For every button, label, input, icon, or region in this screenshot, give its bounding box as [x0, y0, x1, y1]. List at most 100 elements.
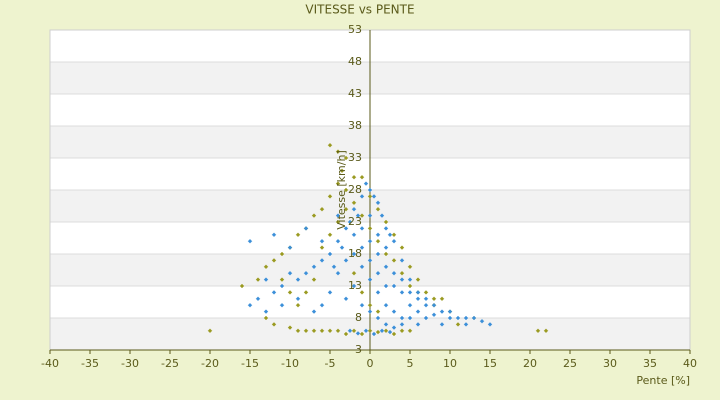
point — [367, 226, 373, 231]
point — [363, 181, 369, 186]
point — [327, 232, 333, 238]
point — [375, 200, 381, 206]
point — [407, 277, 413, 282]
point — [383, 302, 389, 308]
y-axis-title: Vitesse [km/h] — [335, 150, 348, 230]
point — [271, 232, 277, 238]
point — [279, 302, 285, 308]
point — [351, 232, 357, 238]
point — [343, 331, 349, 337]
point — [455, 322, 461, 327]
point — [391, 238, 397, 244]
point — [239, 283, 245, 289]
x-tick-label: 30 — [603, 357, 617, 370]
point — [327, 328, 333, 334]
point — [383, 264, 389, 270]
point — [303, 290, 309, 295]
point — [367, 309, 373, 314]
point — [375, 232, 381, 238]
point — [367, 187, 373, 193]
point — [407, 264, 413, 270]
point — [255, 296, 261, 302]
point — [255, 277, 261, 282]
x-tick-label: 0 — [367, 357, 374, 370]
point — [319, 206, 325, 212]
point — [327, 290, 333, 295]
point — [359, 290, 365, 295]
point — [279, 283, 285, 289]
point — [335, 270, 341, 276]
point — [335, 181, 341, 186]
point — [359, 302, 365, 308]
point — [439, 309, 445, 314]
point — [319, 238, 325, 244]
point — [347, 219, 353, 225]
point — [399, 322, 405, 327]
point — [351, 206, 357, 212]
y-tick-label: 43 — [348, 87, 362, 100]
point — [423, 302, 429, 308]
point — [415, 290, 421, 295]
y-tick-label: 3 — [355, 343, 362, 356]
point — [279, 251, 285, 257]
x-tick-label: -35 — [81, 357, 99, 370]
point — [271, 258, 277, 263]
point — [295, 232, 301, 238]
point — [287, 325, 293, 330]
point — [359, 264, 365, 270]
point — [391, 283, 397, 289]
point — [391, 331, 397, 337]
point — [343, 226, 349, 231]
point — [355, 213, 361, 218]
point — [391, 232, 397, 238]
point — [287, 290, 293, 295]
point — [303, 226, 309, 231]
point — [431, 302, 437, 308]
point — [367, 277, 373, 282]
x-tick-label: 25 — [563, 357, 577, 370]
point — [367, 213, 373, 218]
point — [247, 238, 253, 244]
point — [375, 270, 381, 276]
point — [347, 328, 353, 334]
point — [367, 238, 373, 244]
point — [423, 290, 429, 295]
point — [351, 200, 357, 206]
point — [439, 322, 445, 327]
point — [543, 328, 549, 334]
point — [319, 302, 325, 308]
point — [271, 322, 277, 327]
point — [319, 245, 325, 250]
point — [371, 194, 377, 199]
point — [399, 258, 405, 263]
point — [423, 315, 429, 321]
point — [343, 206, 349, 212]
x-tick-label: 15 — [483, 357, 497, 370]
point — [391, 258, 397, 263]
x-tick-label: 10 — [443, 357, 457, 370]
point — [479, 318, 485, 324]
point — [263, 315, 269, 321]
y-tick-label: 13 — [348, 279, 362, 292]
point — [407, 283, 413, 289]
point — [359, 331, 365, 337]
point — [363, 328, 369, 334]
point — [447, 309, 453, 314]
point — [391, 309, 397, 314]
point — [375, 238, 381, 244]
point — [343, 258, 349, 263]
point — [303, 270, 309, 276]
x-tick-label: -30 — [121, 357, 139, 370]
point — [431, 312, 437, 318]
point — [383, 283, 389, 289]
point — [295, 296, 301, 302]
point — [431, 296, 437, 302]
point — [343, 187, 349, 193]
point — [335, 149, 341, 154]
point — [387, 232, 393, 238]
point — [367, 328, 373, 334]
point — [311, 264, 317, 270]
point — [407, 290, 413, 295]
point — [375, 290, 381, 295]
